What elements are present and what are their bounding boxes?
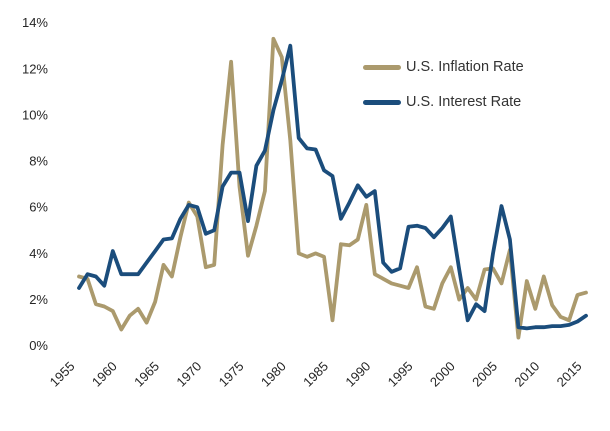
- y-tick-label-8pct: 8%: [29, 154, 48, 169]
- y-axis-tick-labels: 0% 2% 4% 6% 8% 10% 12% 14%: [22, 15, 48, 353]
- legend-item-interest: U.S. Interest Rate: [363, 92, 524, 112]
- y-tick-label-14pct: 14%: [22, 15, 48, 30]
- x-tick-label-1955: 1955: [47, 359, 78, 390]
- x-tick-label-1960: 1960: [89, 359, 120, 390]
- x-tick-label-2010: 2010: [511, 359, 542, 390]
- x-tick-label-1990: 1990: [342, 359, 373, 390]
- x-axis-tick-labels: 1955 1960 1965 1970 1975 1980 1985 1990 1995 2000…: [47, 359, 585, 390]
- series-line-u-s-interest-rate: [77, 43, 588, 331]
- interest-line-swatch: [363, 99, 401, 105]
- x-tick-label-2015: 2015: [554, 359, 585, 390]
- x-tick-label-1985: 1985: [300, 359, 331, 390]
- chart-series-lines: [77, 36, 588, 340]
- series-line-u-s-inflation-rate: [77, 36, 588, 340]
- x-tick-label-2005: 2005: [469, 359, 500, 390]
- x-tick-label-2000: 2000: [427, 359, 458, 390]
- x-tick-label-1980: 1980: [258, 359, 289, 390]
- y-tick-label-4pct: 4%: [29, 246, 48, 261]
- y-tick-label-6pct: 6%: [29, 200, 48, 215]
- x-tick-label-1970: 1970: [173, 359, 204, 390]
- inflation-legend-label: U.S. Inflation Rate: [406, 59, 524, 75]
- interest-legend-label: U.S. Interest Rate: [406, 94, 522, 110]
- x-tick-label-1975: 1975: [216, 359, 247, 390]
- y-tick-label-2pct: 2%: [29, 292, 48, 307]
- y-tick-label-10pct: 10%: [22, 107, 48, 122]
- x-tick-label-1995: 1995: [385, 359, 416, 390]
- y-tick-label-0pct: 0%: [29, 338, 48, 353]
- y-tick-label-12pct: 12%: [22, 61, 48, 76]
- inflation-line-swatch: [363, 64, 401, 70]
- legend-item-inflation: U.S. Inflation Rate: [363, 57, 524, 77]
- x-tick-label-1965: 1965: [131, 359, 162, 390]
- chart-legend: U.S. Inflation Rate U.S. Interest Rate: [363, 57, 524, 112]
